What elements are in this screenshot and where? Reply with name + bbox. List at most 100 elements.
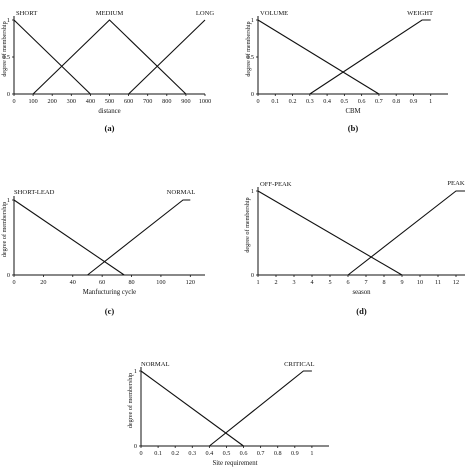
chart-a-x-tick-label: 600 [124,98,133,105]
chart-d-x-tick-label: 8 [382,279,385,286]
chart-d-x-tick-label: 7 [364,279,367,286]
chart-c-x-tick-label: 80 [128,279,134,286]
chart-c-panel-label: (c) [105,306,115,316]
chart-e-x-tick-label: 0.7 [257,450,265,457]
chart-d-x-tick-label: 3 [292,279,295,286]
chart-a-series-long [128,19,206,95]
chart-e-x-tick-label: 0.4 [205,450,213,457]
chart-b-x-tick-label: 0.2 [289,98,297,105]
chart-e-series-label-normal: NORMAL [141,361,170,368]
chart-e-series-normal [140,370,244,447]
chart-d-y-tick-label: 0 [251,272,254,279]
chart-e-y-tick-label: 1 [134,368,137,375]
chart-e-y-tick-label: 0 [134,443,137,450]
chart-b-panel-label: (b) [348,123,359,133]
chart-b-x-tick-label: 0.8 [392,98,400,105]
chart-d-x-tick-label: 1 [256,279,259,286]
chart-c-x-tick-label: 0 [12,279,15,286]
chart-e-x-tick-label: 0.9 [291,450,299,457]
chart-d-x-tick-label: 10 [417,279,423,286]
chart-a-x-tick-label: 400 [86,98,95,105]
chart-b-series-label-weight: WEIGHT [407,10,433,17]
chart-c-series-short-lead [13,199,125,276]
chart-b-x-tick-label: 0.1 [271,98,279,105]
chart-a-y-tick-label: 1 [7,17,10,24]
chart-d-x-tick-label: 9 [400,279,403,286]
chart-e-x-tick-label: 0.3 [188,450,196,457]
chart-a-series-label-medium: MEDIUM [96,10,124,17]
chart-d-x-axis-label: season [352,289,371,296]
chart-a-x-axis-label: distance [98,108,120,115]
chart-a-x-tick-label: 900 [181,98,190,105]
chart-e-series-label-critical: CRITICAL [284,361,314,368]
chart-d-x-tick-label: 12 [453,279,459,286]
chart-b-x-tick-label: 0.3 [306,98,314,105]
chart-e-series-critical [209,370,312,447]
chart-a-series-label-short: SHORT [16,10,37,17]
chart-d-series-off-peak [257,190,403,276]
chart-a-x-tick-label: 700 [143,98,152,105]
chart-b-x-tick-label: 1 [429,98,432,105]
chart-a-x-tick-label: 500 [105,98,114,105]
chart-d-x-tick-label: 11 [435,279,441,286]
chart-b-series-weight [309,19,431,95]
chart-c-x-axis-label: Manfucturing cycle [83,289,136,296]
chart-c-series-label-normal: NORMAL [167,189,196,196]
chart-e-x-tick-label: 0.8 [274,450,282,457]
chart-e-x-tick-label: 1 [310,450,313,457]
chart-c-series-label-short-lead: SHORT-LEAD [14,189,55,196]
chart-a-series-label-long: LONG [196,10,215,17]
chart-b-series-label-volume: VOLUME [260,10,288,17]
chart-d-y-tick-label: 1 [251,188,254,195]
chart-b-x-tick-label: 0.7 [375,98,383,105]
chart-b-x-tick-label: 0.5 [340,98,348,105]
chart-c-x-tick-label: 40 [70,279,76,286]
chart-b-x-tick-label: 0.6 [358,98,366,105]
chart-c-y-axis-label: degree of membership [1,202,8,257]
chart-d-x-tick-label: 4 [310,279,313,286]
chart-d-x-tick-label: 6 [346,279,349,286]
chart-c-x-tick-label: 60 [99,279,105,286]
chart-d-series-label-off-peak: OFF-PEAK [260,181,292,188]
chart-b-x-tick-label: 0.4 [323,98,331,105]
chart-b-y-tick-label: 0 [251,91,254,98]
chart-a-x-tick-label: 100 [28,98,37,105]
chart-d-y-axis-label: degree of membership [244,197,251,252]
chart-d-x-tick-label: 2 [274,279,277,286]
chart-c-y-tick-label: 0 [7,272,10,279]
chart-a-series-short [13,19,91,95]
chart-c-x-tick-label: 100 [156,279,165,286]
chart-d-panel-label: (d) [356,306,367,316]
chart-b-x-axis-label: CBM [345,108,360,115]
chart-d-series-label-peak: PEAK [447,180,464,187]
chart-e-x-tick-label: 0.1 [154,450,162,457]
chart-a-panel-label: (a) [105,123,115,133]
chart-a-x-tick-label: 300 [67,98,76,105]
chart-a-x-tick-label: 1000 [199,98,211,105]
chart-a-x-tick-label: 800 [162,98,171,105]
chart-a-y-tick-label: 0.5 [2,54,10,61]
chart-e-x-tick-label: 0.2 [171,450,179,457]
chart-e-x-tick-label: 0 [139,450,142,457]
chart-c-x-tick-label: 120 [186,279,195,286]
chart-e-x-axis-label: Site requirement [212,460,257,467]
chart-c-x-tick-label: 20 [40,279,46,286]
chart-a-x-tick-label: 200 [48,98,57,105]
chart-b-x-tick-label: 0.9 [410,98,418,105]
chart-b-y-tick-label: 0.5 [246,54,254,61]
chart-d-series-peak [347,190,465,276]
chart-c-series-normal [87,199,191,276]
chart-e-y-axis-label: degree of membership [127,373,134,428]
chart-a-series-medium [32,19,187,95]
chart-b-series-volume [257,19,380,95]
chart-e-x-tick-label: 0.5 [223,450,231,457]
chart-a-y-axis-label: degree of membership [1,21,8,76]
chart-a-y-tick-label: 0 [7,91,10,98]
chart-b-y-tick-label: 1 [251,17,254,24]
chart-e-x-tick-label: 0.6 [240,450,248,457]
chart-c-y-tick-label: 1 [7,197,10,204]
chart-b-x-tick-label: 0 [256,98,259,105]
chart-a-x-tick-label: 0 [12,98,15,105]
chart-d-x-tick-label: 5 [328,279,331,286]
